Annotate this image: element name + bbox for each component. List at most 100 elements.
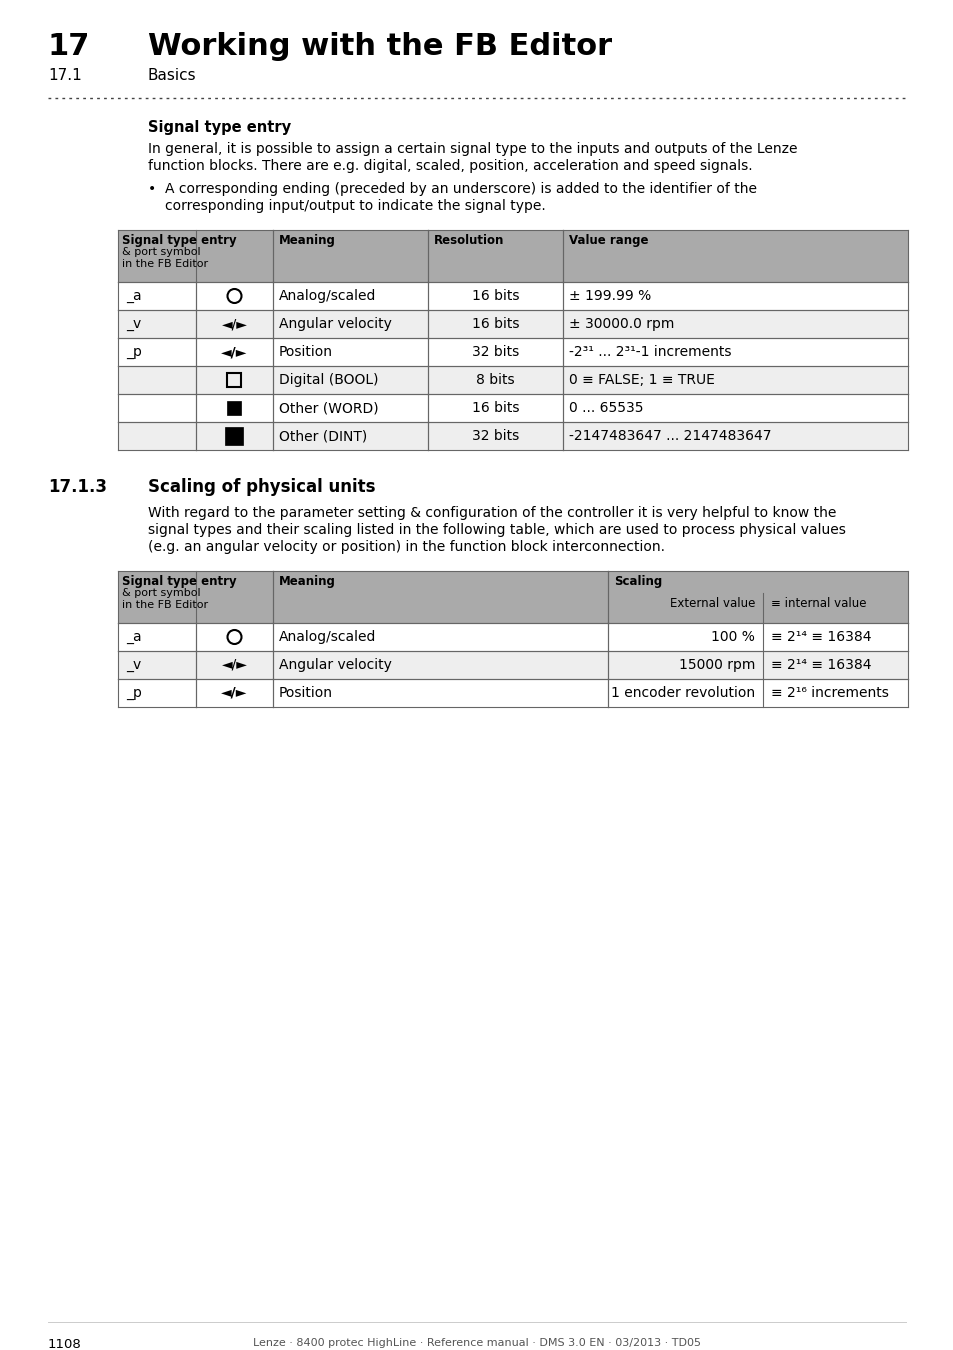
Bar xyxy=(273,571,607,622)
Text: Signal type entry: Signal type entry xyxy=(122,575,236,589)
Text: ≡ internal value: ≡ internal value xyxy=(770,597,865,610)
Text: 1108: 1108 xyxy=(48,1338,82,1350)
Bar xyxy=(562,282,907,310)
Text: 17: 17 xyxy=(48,32,91,61)
Bar xyxy=(607,651,907,679)
Text: 16 bits: 16 bits xyxy=(471,401,518,414)
Text: Angular velocity: Angular velocity xyxy=(278,657,392,672)
Bar xyxy=(428,394,562,423)
Text: _a: _a xyxy=(126,630,141,644)
Bar xyxy=(195,310,273,338)
Text: _p: _p xyxy=(126,686,142,701)
Text: 32 bits: 32 bits xyxy=(472,346,518,359)
Bar xyxy=(428,366,562,394)
Bar xyxy=(273,423,428,450)
Text: Meaning: Meaning xyxy=(278,234,335,247)
Bar xyxy=(195,423,273,450)
Text: Signal type entry: Signal type entry xyxy=(122,234,236,247)
Text: 16 bits: 16 bits xyxy=(471,289,518,302)
Bar xyxy=(607,622,907,651)
Text: & port symbol: & port symbol xyxy=(122,247,200,256)
Text: A corresponding ending (preceded by an underscore) is added to the identifier of: A corresponding ending (preceded by an u… xyxy=(165,182,757,196)
Text: Working with the FB Editor: Working with the FB Editor xyxy=(148,32,612,61)
Text: function blocks. There are e.g. digital, scaled, position, acceleration and spee: function blocks. There are e.g. digital,… xyxy=(148,159,752,173)
Text: Analog/scaled: Analog/scaled xyxy=(278,289,376,302)
Bar xyxy=(562,366,907,394)
Text: Meaning: Meaning xyxy=(278,575,335,589)
Bar xyxy=(195,338,273,366)
Text: (e.g. an angular velocity or position) in the function block interconnection.: (e.g. an angular velocity or position) i… xyxy=(148,540,664,553)
Bar xyxy=(428,338,562,366)
Text: in the FB Editor: in the FB Editor xyxy=(122,259,208,269)
Text: Lenze · 8400 protec HighLine · Reference manual · DMS 3.0 EN · 03/2013 · TD05: Lenze · 8400 protec HighLine · Reference… xyxy=(253,1338,700,1349)
Bar xyxy=(562,310,907,338)
Text: ± 199.99 %: ± 199.99 % xyxy=(568,289,651,302)
Text: ◄/►: ◄/► xyxy=(221,657,247,672)
Text: Other (WORD): Other (WORD) xyxy=(278,401,378,414)
Text: External value: External value xyxy=(669,597,754,610)
Bar xyxy=(428,310,562,338)
Text: 0 ... 65535: 0 ... 65535 xyxy=(568,401,643,414)
Bar xyxy=(607,571,907,622)
Bar xyxy=(428,230,562,282)
Bar xyxy=(562,394,907,423)
Bar xyxy=(562,230,907,282)
Text: -2147483647 ... 2147483647: -2147483647 ... 2147483647 xyxy=(568,429,771,443)
Text: ≡ 2¹⁶ increments: ≡ 2¹⁶ increments xyxy=(770,686,888,701)
Text: _v: _v xyxy=(126,317,141,331)
Text: Position: Position xyxy=(278,346,333,359)
Text: •: • xyxy=(148,182,156,196)
Text: 17.1: 17.1 xyxy=(48,68,82,82)
Text: in the FB Editor: in the FB Editor xyxy=(122,599,208,610)
Text: & port symbol: & port symbol xyxy=(122,589,200,598)
Text: Position: Position xyxy=(278,686,333,701)
Bar xyxy=(118,366,195,394)
Bar xyxy=(428,282,562,310)
Text: With regard to the parameter setting & configuration of the controller it is ver: With regard to the parameter setting & c… xyxy=(148,506,836,520)
Text: Angular velocity: Angular velocity xyxy=(278,317,392,331)
Bar xyxy=(273,310,428,338)
Text: ≡ 2¹⁴ ≡ 16384: ≡ 2¹⁴ ≡ 16384 xyxy=(770,630,871,644)
Bar xyxy=(118,622,195,651)
Text: _v: _v xyxy=(126,657,141,672)
Text: _a: _a xyxy=(126,289,141,302)
Text: 17.1.3: 17.1.3 xyxy=(48,478,107,495)
Text: Other (DINT): Other (DINT) xyxy=(278,429,367,443)
Bar xyxy=(607,679,907,707)
Text: 16 bits: 16 bits xyxy=(471,317,518,331)
Text: 8 bits: 8 bits xyxy=(476,373,515,387)
Bar xyxy=(195,394,273,423)
Bar xyxy=(562,423,907,450)
Text: 15000 rpm: 15000 rpm xyxy=(678,657,754,672)
Text: ◄/►: ◄/► xyxy=(221,346,248,359)
Text: Scaling of physical units: Scaling of physical units xyxy=(148,478,375,495)
Bar xyxy=(273,338,428,366)
Bar xyxy=(273,366,428,394)
Bar xyxy=(273,651,607,679)
Text: ◄/►: ◄/► xyxy=(221,317,247,331)
Bar xyxy=(227,373,241,387)
Bar xyxy=(118,679,195,707)
Text: ◄/►: ◄/► xyxy=(221,686,248,701)
Text: Basics: Basics xyxy=(148,68,196,82)
Bar xyxy=(195,679,273,707)
Bar xyxy=(562,338,907,366)
Text: Value range: Value range xyxy=(568,234,648,247)
Bar xyxy=(227,401,241,414)
Bar xyxy=(118,338,195,366)
Bar xyxy=(195,651,273,679)
Text: Resolution: Resolution xyxy=(434,234,504,247)
Text: 100 %: 100 % xyxy=(710,630,754,644)
Bar xyxy=(225,427,243,446)
Text: 1 encoder revolution: 1 encoder revolution xyxy=(610,686,754,701)
Bar xyxy=(118,571,273,622)
Text: ± 30000.0 rpm: ± 30000.0 rpm xyxy=(568,317,674,331)
Bar xyxy=(195,282,273,310)
Bar xyxy=(273,282,428,310)
Bar xyxy=(195,622,273,651)
Text: signal types and their scaling listed in the following table, which are used to : signal types and their scaling listed in… xyxy=(148,522,845,537)
Bar xyxy=(118,230,273,282)
Bar xyxy=(195,366,273,394)
Bar xyxy=(118,310,195,338)
Text: ≡ 2¹⁴ ≡ 16384: ≡ 2¹⁴ ≡ 16384 xyxy=(770,657,871,672)
